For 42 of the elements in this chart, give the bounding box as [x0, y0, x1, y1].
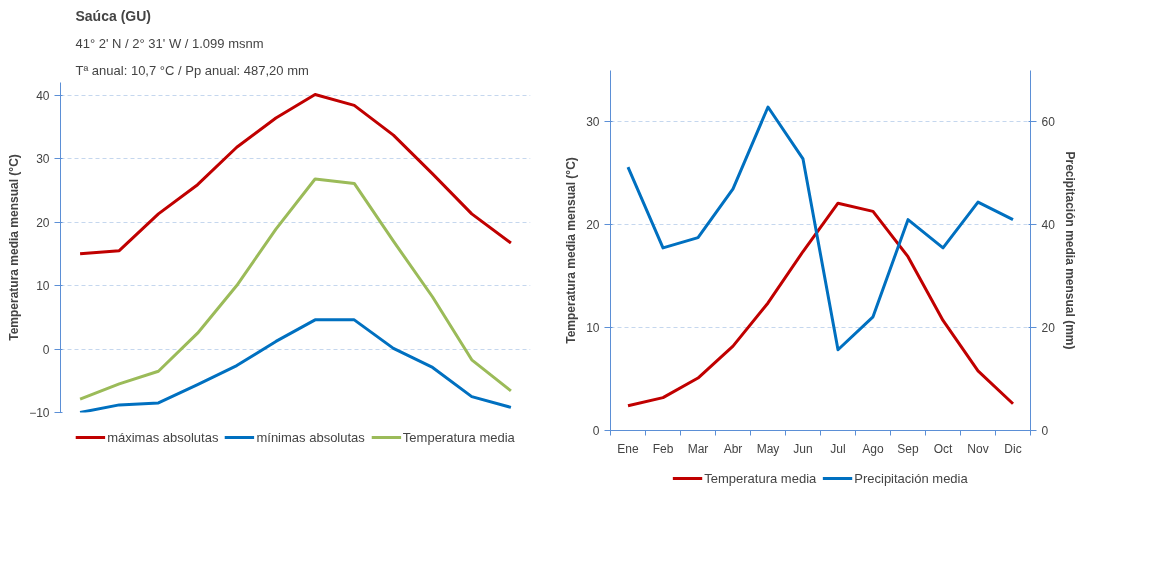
y-axis-title: Temperatura media mensual (°C)	[7, 154, 22, 341]
line-series	[78, 318, 513, 413]
x-tick-label: Jun	[793, 441, 813, 456]
y-tick-label: 40	[36, 88, 50, 103]
x-tick-label: Dic	[1004, 441, 1022, 456]
legend-label: Precipitación media	[854, 470, 968, 486]
x-tick-label: Feb	[652, 441, 674, 456]
x-tick-label: Abr	[723, 441, 743, 456]
line-series	[626, 105, 1015, 352]
y2-tick-label: 40	[1041, 218, 1056, 233]
y-tick-label: 30	[586, 115, 600, 130]
x-tick-label: May	[756, 441, 780, 456]
legend-label: Temperatura media	[704, 470, 817, 486]
y-tick-label: 10	[586, 321, 600, 336]
y-tick-label: 20	[36, 215, 50, 230]
legend-label: Temperatura media	[402, 429, 515, 445]
line-series	[78, 93, 513, 256]
y-tick-label: −10	[29, 406, 50, 420]
y2-tick-label: 0	[1041, 424, 1049, 438]
y2-tick-label: 20	[1041, 321, 1056, 336]
y-tick-label: 0	[42, 342, 50, 357]
text: Tª anual: 10,7 °C / Pp anual: 487,20 mm	[75, 62, 309, 78]
legend-label: mínimas absolutas	[256, 429, 365, 445]
x-tick-label: Sep	[897, 441, 919, 456]
line-series	[78, 177, 513, 401]
y-tick-label: 30	[36, 152, 50, 167]
legend-label: máximas absolutas	[107, 429, 219, 445]
y-axis-title: Temperatura media mensual (°C)	[564, 157, 579, 344]
chart-subtitle: 41° 2' N / 2° 31' W / 1.099 msnm	[75, 35, 264, 51]
y-tick-label: 20	[586, 218, 600, 233]
x-tick-label: Ene	[617, 441, 639, 456]
x-tick-label: Mar	[687, 441, 709, 456]
y-tick-label: 0	[592, 424, 600, 438]
chart-title: Saúca (GU)	[75, 7, 151, 24]
x-tick-label: Oct	[933, 441, 953, 456]
x-tick-label: Jul	[830, 441, 846, 456]
x-tick-label: Ago	[862, 441, 884, 456]
y2-tick-label: 60	[1041, 115, 1056, 130]
x-tick-label: Nov	[967, 441, 989, 456]
line-series	[626, 201, 1015, 408]
y-tick-label: 10	[36, 279, 50, 294]
y2-axis-title: Precipitación media mensual (mm)	[1062, 151, 1077, 350]
